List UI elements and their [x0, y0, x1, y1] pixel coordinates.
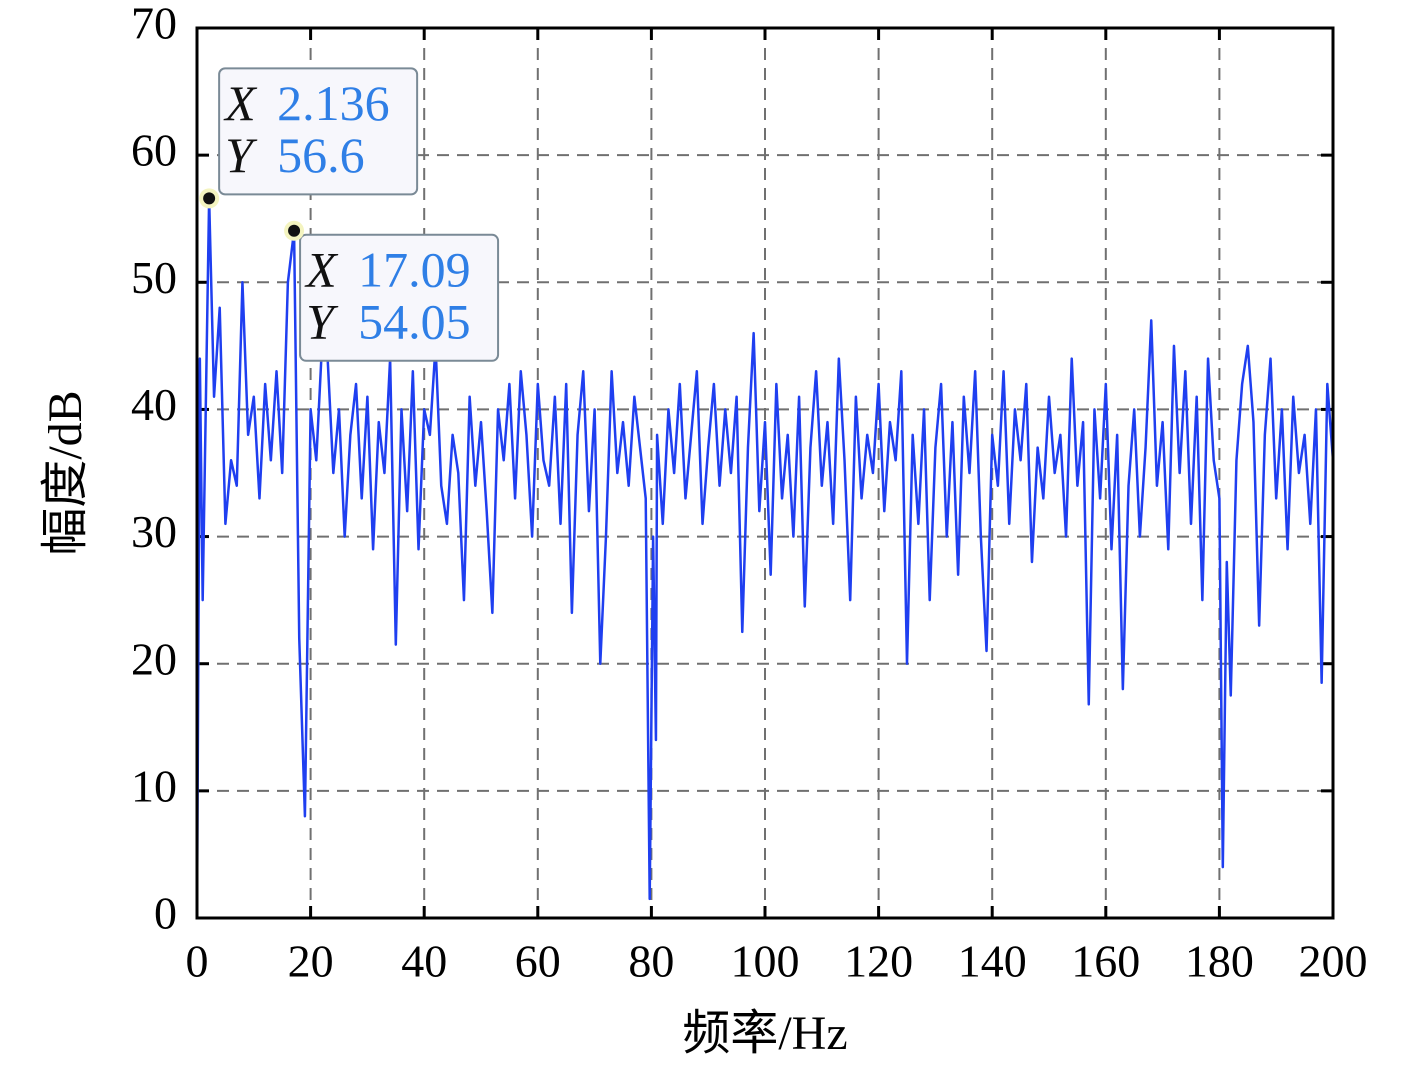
x-tick-label: 120	[844, 936, 913, 987]
x-tick-label: 100	[731, 936, 800, 987]
y-tick-label: 0	[154, 888, 177, 939]
x-tick-label: 0	[186, 936, 209, 987]
datatip: X 2.136 Y 56.6	[218, 67, 419, 196]
plot-frame	[195, 26, 1335, 920]
datatip-marker	[203, 192, 216, 205]
y-tick-label: 30	[131, 506, 177, 557]
datatip-y-value: 56.6	[277, 127, 365, 183]
x-tick-label: 180	[1185, 936, 1254, 987]
datatip-x-name: X	[304, 241, 339, 297]
x-tick-label: 20	[288, 936, 334, 987]
x-tick-label: 60	[515, 936, 561, 987]
datatip-x-name: X	[223, 75, 258, 131]
datatip-x-value: 17.09	[358, 241, 471, 297]
y-axis-label: 幅度/dB	[39, 390, 92, 555]
datatip-box	[299, 233, 500, 362]
datatip: X 17.09 Y 54.05	[299, 233, 500, 362]
datatip-box	[218, 67, 419, 196]
datatip-x-value: 2.136	[277, 75, 390, 131]
y-tick-label: 20	[131, 633, 177, 684]
x-tick-label: 80	[628, 936, 674, 987]
x-axis-label: 频率/Hz	[682, 1007, 847, 1060]
x-tick-label: 200	[1299, 936, 1368, 987]
y-tick-label: 60	[131, 125, 177, 176]
x-tick-label: 160	[1071, 936, 1140, 987]
datatip-marker	[288, 224, 301, 237]
y-tick-label: 50	[131, 252, 177, 303]
datatip-y-value: 54.05	[358, 293, 471, 349]
y-tick-label: 70	[131, 0, 177, 49]
datatip-y-name: Y	[306, 293, 339, 349]
data-line	[195, 197, 1335, 919]
y-tick-label: 40	[131, 379, 177, 430]
datatip-y-name: Y	[225, 127, 258, 183]
y-tick-label: 10	[131, 760, 177, 811]
x-tick-label: 140	[958, 936, 1027, 987]
x-tick-label: 40	[401, 936, 447, 987]
